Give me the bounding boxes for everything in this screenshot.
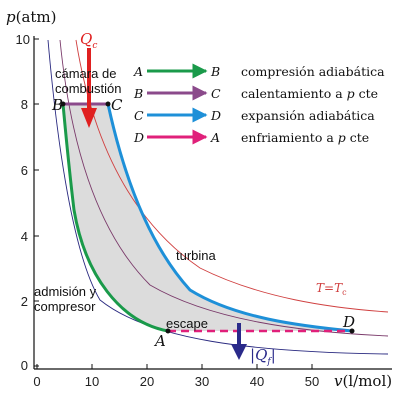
y-tick-marks (34, 38, 39, 367)
svg-text:expansión adiabática: expansión adiabática (241, 108, 375, 123)
legend-item-ab: A B compresión adiabática (133, 63, 385, 79)
point-b-label: B (51, 96, 63, 114)
point-d-marker (349, 328, 355, 334)
cycle-area (63, 104, 352, 331)
isotherm-hot-curve (75, 39, 389, 313)
legend-item-cd: C D expansión adiabática (134, 107, 375, 123)
intake-label-line2: compresor (34, 299, 96, 314)
x-tick-label: 0 (33, 374, 40, 389)
svg-text:D: D (210, 108, 221, 123)
heat-out-arrow-head (231, 344, 247, 360)
svg-text:calentamiento a p cte: calentamiento a p cte (241, 86, 378, 101)
svg-text:C: C (211, 86, 221, 101)
heat-in-label: Qc (80, 30, 97, 51)
y-tick-label: 0 (21, 358, 28, 373)
y-axis-title: p(atm) (6, 8, 57, 26)
legend-item-da: D A enfriamiento a p cte (133, 129, 369, 145)
x-tick-label: 40 (250, 374, 264, 389)
point-c-marker (105, 101, 111, 107)
intake-label-line1: admisión y (34, 284, 97, 299)
svg-text:B: B (133, 86, 143, 101)
exhaust-label: escape (166, 316, 208, 331)
compression-curve-ab (61, 103, 169, 333)
expansion-curve-cd (106, 103, 353, 333)
x-tick-label: 10 (85, 374, 99, 389)
svg-text:A: A (133, 64, 143, 79)
svg-text:enfriamiento a p cte: enfriamiento a p cte (241, 130, 369, 145)
y-tick-label: 4 (21, 229, 28, 244)
svg-text:B: B (210, 64, 220, 79)
isotherm-cold-curve (47, 39, 389, 355)
point-d-label: D (342, 313, 355, 331)
x-tick-label: 20 (140, 374, 154, 389)
svg-text:C: C (134, 108, 144, 123)
legend: A B compresión adiabática B C calentamie… (133, 63, 385, 145)
point-a-label: A (153, 332, 166, 350)
svg-text:compresión adiabática: compresión adiabática (241, 64, 385, 79)
point-c-label: C (111, 96, 123, 114)
heat-out-label: |Qf| (250, 346, 276, 367)
y-tick-label: 2 (21, 294, 28, 309)
svg-text:D: D (133, 130, 144, 145)
y-tick-label: 10 (16, 32, 30, 47)
heat-in-arrow-head (81, 108, 97, 128)
isotherm-curve (59, 39, 389, 337)
turbine-label: turbina (176, 248, 217, 263)
point-b-marker (60, 101, 66, 107)
chamber-label-line2: combustión (55, 81, 121, 96)
x-tick-label: 50 (305, 374, 319, 389)
isotherm-label: T=Tc (316, 281, 347, 297)
x-axis-title: v(l/mol) (334, 372, 392, 390)
y-tick-label: 8 (21, 97, 28, 112)
x-tick-marks (36, 364, 313, 369)
point-a-marker (165, 328, 171, 334)
x-tick-label: 30 (195, 374, 209, 389)
y-tick-label: 6 (21, 163, 28, 178)
svg-text:A: A (210, 130, 220, 145)
legend-item-bc: B C calentamiento a p cte (133, 85, 378, 101)
chamber-label-line1: cámara de (55, 66, 116, 81)
